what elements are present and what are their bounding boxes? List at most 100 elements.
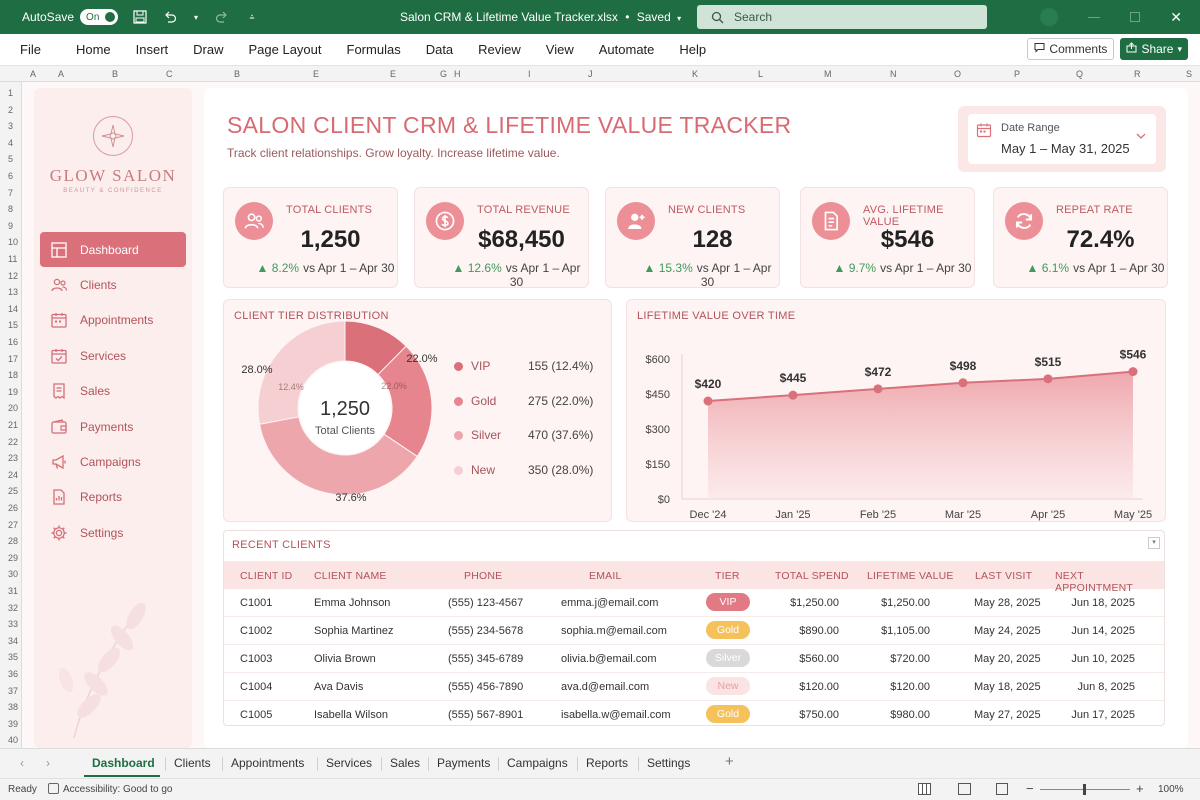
- close-icon[interactable]: ✕: [1170, 8, 1182, 25]
- table-row[interactable]: C1005 Isabella Wilson (555) 567-8901 isabel…: [224, 701, 1164, 725]
- share-dropdown-icon[interactable]: ▾: [1177, 43, 1182, 54]
- row-header[interactable]: 19: [8, 386, 19, 397]
- tab-payments[interactable]: Payments: [437, 756, 491, 770]
- tab-scroll-right-icon[interactable]: ›: [46, 756, 50, 770]
- row-header[interactable]: 25: [8, 486, 19, 497]
- row-header[interactable]: 35: [8, 652, 19, 663]
- column-header[interactable]: K: [692, 69, 699, 79]
- sidebar-item-dashboard[interactable]: Dashboard: [40, 232, 186, 267]
- menu-draw[interactable]: Draw: [193, 42, 224, 57]
- minimize-icon[interactable]: [1088, 16, 1101, 18]
- row-header[interactable]: 30: [8, 569, 19, 580]
- column-header-phone[interactable]: PHONE: [464, 570, 503, 582]
- column-header[interactable]: B: [234, 69, 241, 79]
- accessibility-icon[interactable]: [48, 783, 59, 794]
- tab-appointments[interactable]: Appointments: [231, 756, 305, 770]
- menu-insert[interactable]: Insert: [135, 42, 169, 57]
- sidebar-item-sales[interactable]: Sales: [40, 374, 186, 409]
- row-header[interactable]: 8: [8, 204, 14, 215]
- sidebar-item-reports[interactable]: Reports: [40, 480, 186, 515]
- row-header[interactable]: 14: [8, 303, 19, 314]
- sidebar-item-services[interactable]: Services: [40, 338, 186, 373]
- column-header-client-id[interactable]: CLIENT ID: [240, 570, 293, 582]
- column-header-next-appointment[interactable]: NEXT APPOINTMENT: [1055, 570, 1134, 594]
- undo-icon[interactable]: [162, 9, 178, 25]
- row-header[interactable]: 18: [8, 370, 19, 381]
- menu-data[interactable]: Data: [425, 42, 454, 57]
- zoom-in-icon[interactable]: +: [1136, 781, 1144, 796]
- row-header[interactable]: 6: [8, 171, 14, 181]
- donut-slice-silver[interactable]: [258, 416, 418, 496]
- row-header[interactable]: 34: [8, 635, 19, 646]
- column-header[interactable]: N: [890, 69, 897, 79]
- column-header[interactable]: A: [58, 69, 65, 79]
- row-header[interactable]: 10: [8, 237, 19, 248]
- row-header[interactable]: 28: [8, 536, 19, 547]
- column-header[interactable]: Q: [1076, 69, 1084, 79]
- ltv-data-point[interactable]: [703, 396, 713, 406]
- row-header[interactable]: 2: [8, 104, 14, 115]
- column-header[interactable]: R: [1134, 69, 1141, 79]
- sidebar-item-campaigns[interactable]: Campaigns: [40, 444, 186, 479]
- page-layout-icon[interactable]: [958, 783, 971, 795]
- column-header[interactable]: P: [1014, 69, 1021, 79]
- column-header[interactable]: H: [454, 69, 461, 79]
- column-header[interactable]: G: [440, 69, 448, 79]
- column-header-tier[interactable]: TIER: [715, 570, 740, 582]
- column-header[interactable]: L: [758, 69, 764, 79]
- menu-view[interactable]: View: [545, 42, 574, 57]
- row-header[interactable]: 11: [8, 254, 18, 264]
- row-header[interactable]: 22: [8, 436, 19, 447]
- row-header[interactable]: 31: [8, 586, 19, 596]
- menu-home[interactable]: Home: [75, 42, 111, 57]
- column-header[interactable]: S: [1186, 69, 1193, 79]
- legend-item-silver[interactable]: Silver 470 (37.6%): [454, 428, 604, 444]
- row-header[interactable]: 40: [8, 735, 19, 746]
- column-header-total-spend[interactable]: TOTAL SPEND: [775, 570, 849, 582]
- column-header-email[interactable]: EMAIL: [589, 570, 622, 582]
- row-header[interactable]: 12: [8, 270, 19, 281]
- column-header[interactable]: E: [390, 69, 397, 79]
- account-avatar[interactable]: [1040, 8, 1059, 26]
- column-header[interactable]: A: [30, 69, 37, 79]
- share-button[interactable]: Share ▾: [1120, 38, 1188, 60]
- sidebar-item-appointments[interactable]: Appointments: [40, 303, 186, 338]
- row-header[interactable]: 26: [8, 503, 19, 513]
- column-header[interactable]: O: [954, 69, 962, 79]
- redo-icon[interactable]: [214, 9, 230, 25]
- date-range-picker[interactable]: Date Range May 1 – May 31, 2025: [958, 106, 1166, 172]
- ltv-data-point[interactable]: [873, 384, 883, 394]
- table-row[interactable]: C1004 Ava Davis (555) 456-7890 ava.d@email.…: [224, 673, 1164, 701]
- zoom-slider-thumb[interactable]: [1083, 784, 1086, 795]
- normal-view-icon[interactable]: [918, 783, 931, 795]
- sidebar-item-clients[interactable]: Clients: [40, 267, 186, 302]
- saved-status[interactable]: Saved: [636, 10, 671, 24]
- add-sheet-icon[interactable]: +: [725, 753, 734, 770]
- menu-formulas[interactable]: Formulas: [346, 42, 401, 57]
- customize-toolbar-icon[interactable]: ⩮: [249, 11, 255, 22]
- legend-item-new[interactable]: New 350 (28.0%): [454, 463, 604, 479]
- row-header[interactable]: 21: [8, 420, 19, 430]
- row-header[interactable]: 16: [8, 337, 19, 347]
- column-header[interactable]: M: [824, 69, 832, 79]
- sidebar-item-payments[interactable]: Payments: [40, 409, 186, 444]
- row-header[interactable]: 7: [8, 187, 14, 198]
- donut-slice-new[interactable]: [257, 320, 346, 425]
- row-header[interactable]: 24: [8, 469, 19, 480]
- comments-button[interactable]: Comments: [1027, 38, 1115, 60]
- row-header[interactable]: 1: [8, 88, 14, 98]
- column-header-last-visit[interactable]: LAST VISIT: [975, 570, 1033, 582]
- column-header-lifetime-value[interactable]: LIFETIME VALUE: [867, 570, 954, 582]
- row-header[interactable]: 29: [8, 552, 19, 563]
- tab-scroll-left-icon[interactable]: ‹: [20, 756, 24, 770]
- row-header[interactable]: 3: [8, 121, 14, 132]
- tab-settings[interactable]: Settings: [647, 756, 691, 770]
- tab-sales[interactable]: Sales: [390, 756, 421, 770]
- menu-file[interactable]: File: [20, 42, 41, 57]
- ltv-data-point[interactable]: [958, 378, 968, 388]
- legend-item-vip[interactable]: VIP 155 (12.4%): [454, 359, 604, 375]
- tab-clients[interactable]: Clients: [174, 756, 211, 770]
- row-header[interactable]: 23: [8, 453, 19, 464]
- row-header[interactable]: 15: [8, 320, 19, 331]
- zoom-out-icon[interactable]: −: [1026, 781, 1034, 796]
